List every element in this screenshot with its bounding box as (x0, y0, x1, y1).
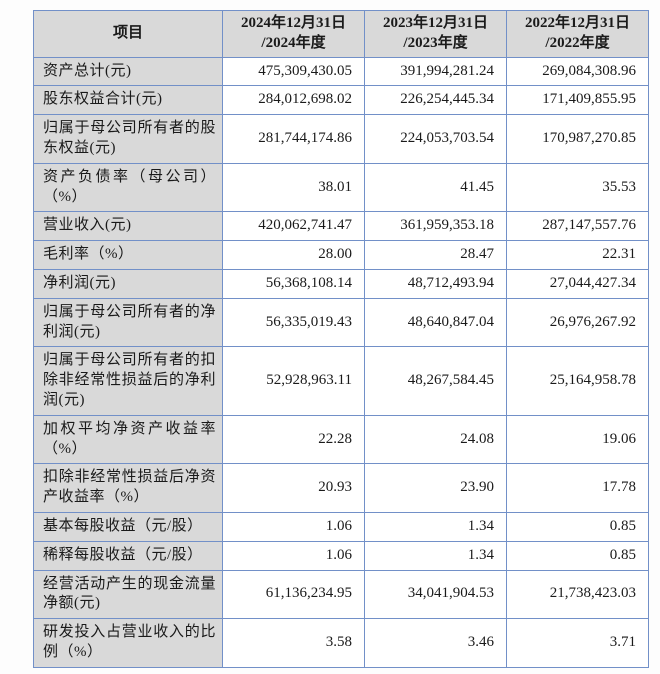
table-row: 归属于母公司所有者的股东权益(元) 281,744,174.86 224,053… (33, 114, 649, 164)
value-2024: 52,928,963.11 (222, 346, 365, 416)
value-2023: 48,267,584.45 (364, 346, 507, 416)
value-2023: 224,053,703.54 (364, 114, 507, 164)
header-2022-date: 2022年12月31日 (524, 15, 630, 31)
value-2022: 171,409,855.95 (506, 85, 649, 116)
table-row: 经营活动产生的现金流量净额(元) 61,136,234.95 34,041,90… (33, 569, 649, 620)
table-row: 毛利率（%） 28.00 28.47 22.31 (33, 240, 649, 270)
value-2022: 19.06 (506, 414, 649, 465)
header-2022: 2022年12月31日 /2022年度 (506, 10, 649, 58)
value-2023: 34,041,904.53 (364, 569, 507, 620)
value-2023: 1.34 (364, 511, 507, 542)
header-row: 项目 2024年12月31日 /2024年度 2023年12月31日 /2023… (33, 10, 649, 58)
table-row: 稀释每股收益（元/股） 1.06 1.34 0.85 (33, 540, 649, 571)
value-2024: 1.06 (222, 511, 365, 542)
row-label: 归属于母公司所有者的净利润(元) (33, 297, 223, 348)
table-row: 股东权益合计(元) 284,012,698.02 226,254,445.34 … (33, 85, 649, 116)
value-2023: 28.47 (364, 240, 507, 270)
table-row: 归属于母公司所有者的扣除非经常性损益后的净利润(元) 52,928,963.11… (33, 346, 649, 416)
value-2023: 226,254,445.34 (364, 85, 507, 116)
row-label: 归属于母公司所有者的扣除非经常性损益后的净利润(元) (33, 346, 223, 416)
value-2024: 20.93 (222, 463, 365, 513)
value-2023: 3.46 (364, 618, 507, 668)
row-label: 基本每股收益（元/股） (33, 511, 223, 542)
value-2024: 56,368,108.14 (222, 268, 365, 299)
row-label: 加权平均净资产收益率（%） (33, 414, 223, 465)
value-2023: 1.34 (364, 540, 507, 571)
table-row: 资产负债率（母公司）（%） 38.01 41.45 35.53 (33, 162, 649, 213)
value-2023: 24.08 (364, 414, 507, 465)
value-2022: 170,987,270.85 (506, 114, 649, 164)
header-2022-year: /2022年度 (545, 34, 610, 51)
value-2022: 26,976,267.92 (506, 297, 649, 348)
header-2023: 2023年12月31日 /2023年度 (364, 10, 507, 58)
value-2022: 0.85 (506, 540, 649, 571)
value-2024: 38.01 (222, 162, 365, 213)
value-2024: 28.00 (222, 240, 365, 270)
row-label: 营业收入(元) (33, 211, 223, 242)
header-2023-date: 2023年12月31日 (382, 15, 488, 31)
row-label: 资产总计(元) (33, 56, 223, 87)
value-2023: 23.90 (364, 463, 507, 513)
row-label: 归属于母公司所有者的股东权益(元) (33, 114, 223, 164)
value-2024: 1.06 (222, 540, 365, 571)
value-2022: 17.78 (506, 463, 649, 513)
row-label: 经营活动产生的现金流量净额(元) (33, 569, 223, 620)
value-2024: 56,335,019.43 (222, 297, 365, 348)
value-2024: 284,012,698.02 (222, 85, 365, 116)
value-2022: 22.31 (506, 240, 649, 270)
row-label: 资产负债率（母公司）（%） (33, 162, 223, 213)
header-2024-date: 2024年12月31日 (240, 15, 346, 31)
value-2023: 48,640,847.04 (364, 297, 507, 348)
table-row: 扣除非经常性损益后净资产收益率（%） 20.93 23.90 17.78 (33, 463, 649, 513)
table-row: 研发投入占营业收入的比例（%） 3.58 3.46 3.71 (33, 618, 649, 668)
value-2022: 27,044,427.34 (506, 268, 649, 299)
table-row: 加权平均净资产收益率（%） 22.28 24.08 19.06 (33, 414, 649, 465)
table-row: 净利润(元) 56,368,108.14 48,712,493.94 27,04… (33, 268, 649, 299)
row-label: 净利润(元) (33, 268, 223, 299)
value-2023: 391,994,281.24 (364, 56, 507, 87)
row-label: 股东权益合计(元) (33, 85, 223, 116)
row-label: 毛利率（%） (33, 240, 223, 270)
value-2024: 475,309,430.05 (222, 56, 365, 87)
value-2024: 281,744,174.86 (222, 114, 365, 164)
value-2024: 61,136,234.95 (222, 569, 365, 620)
table-row: 资产总计(元) 475,309,430.05 391,994,281.24 26… (33, 56, 649, 87)
row-label: 研发投入占营业收入的比例（%） (33, 618, 223, 668)
table-row: 营业收入(元) 420,062,741.47 361,959,353.18 28… (33, 211, 649, 242)
table-row: 归属于母公司所有者的净利润(元) 56,335,019.43 48,640,84… (33, 297, 649, 348)
value-2022: 0.85 (506, 511, 649, 542)
header-item: 项目 (33, 10, 223, 58)
value-2022: 25,164,958.78 (506, 346, 649, 416)
financial-summary-table: 项目 2024年12月31日 /2024年度 2023年12月31日 /2023… (33, 10, 649, 668)
value-2022: 269,084,308.96 (506, 56, 649, 87)
header-2024: 2024年12月31日 /2024年度 (222, 10, 365, 58)
row-label: 稀释每股收益（元/股） (33, 540, 223, 571)
value-2023: 361,959,353.18 (364, 211, 507, 242)
header-2023-year: /2023年度 (403, 34, 468, 51)
value-2022: 287,147,557.76 (506, 211, 649, 242)
table-row: 基本每股收益（元/股） 1.06 1.34 0.85 (33, 511, 649, 542)
header-2024-year: /2024年度 (261, 34, 326, 51)
value-2022: 21,738,423.03 (506, 569, 649, 620)
row-label: 扣除非经常性损益后净资产收益率（%） (33, 463, 223, 513)
value-2023: 48,712,493.94 (364, 268, 507, 299)
value-2024: 420,062,741.47 (222, 211, 365, 242)
value-2022: 3.71 (506, 618, 649, 668)
value-2022: 35.53 (506, 162, 649, 213)
value-2024: 22.28 (222, 414, 365, 465)
value-2024: 3.58 (222, 618, 365, 668)
value-2023: 41.45 (364, 162, 507, 213)
